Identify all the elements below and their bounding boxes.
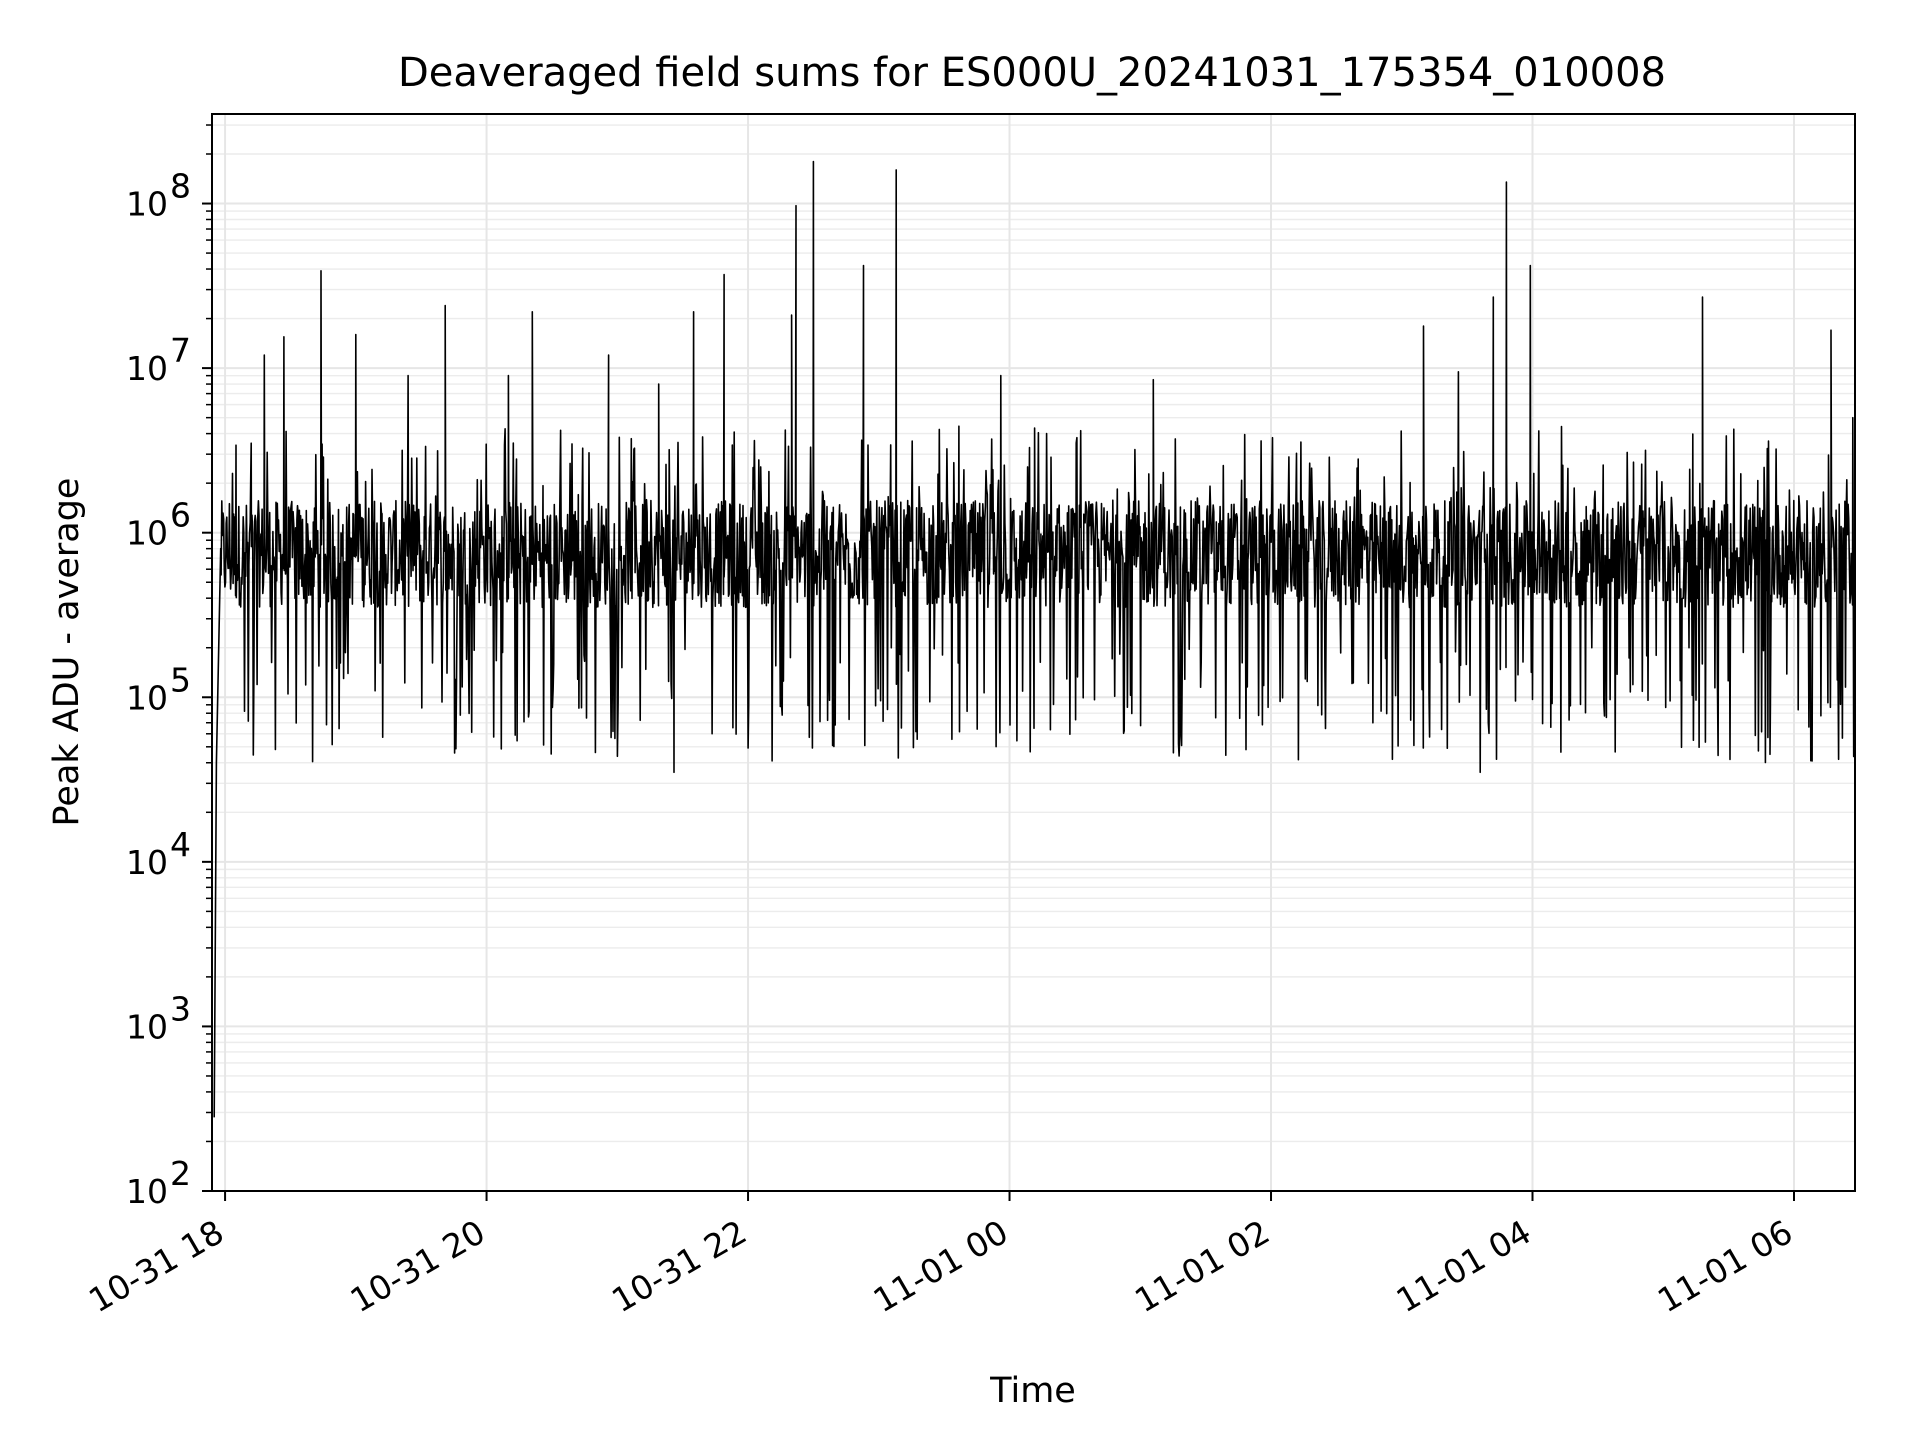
y-tick-label: 10 — [126, 678, 168, 717]
y-tick-exponent: 5 — [170, 660, 191, 699]
x-axis-label: Time — [989, 1371, 1076, 1411]
y-tick-exponent: 2 — [170, 1154, 191, 1193]
series-line — [213, 160, 1856, 1118]
y-tick-label: 10 — [126, 349, 168, 388]
y-tick-label: 10 — [126, 1172, 168, 1211]
y-tick-exponent: 8 — [170, 167, 191, 206]
y-axis-label: Peak ADU - average — [47, 478, 87, 827]
plot-frame — [211, 113, 1856, 1192]
data-series — [213, 160, 1856, 1118]
y-tick-label: 10 — [126, 1007, 168, 1046]
chart-title: Deaveraged field sums for ES000U_2024103… — [398, 50, 1666, 96]
y-tick-label: 10 — [126, 185, 168, 224]
y-tick-label: 10 — [126, 514, 168, 553]
y-tick-exponent: 7 — [170, 331, 191, 370]
y-tick-exponent: 6 — [170, 496, 191, 535]
y-tick-exponent: 3 — [170, 989, 191, 1028]
y-tick-label: 10 — [126, 843, 168, 882]
y-tick-exponent: 4 — [170, 825, 191, 864]
